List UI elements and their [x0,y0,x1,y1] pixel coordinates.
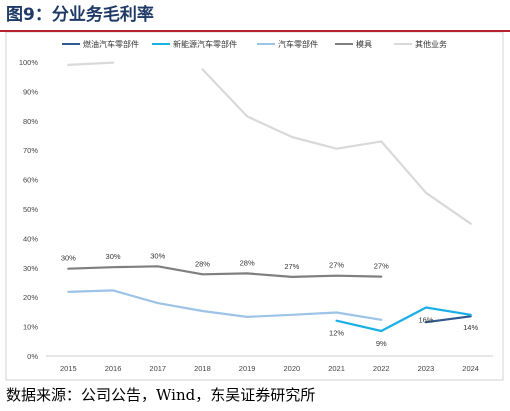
y-tick-label: 50% [23,205,38,214]
x-tick-label: 2017 [149,364,166,373]
series-line [335,306,472,333]
data-label: 28% [195,259,210,268]
data-label: 30% [150,251,165,260]
y-tick-label: 40% [23,234,38,243]
x-tick-label: 2024 [462,364,479,373]
legend-label: 其他业务 [415,39,447,49]
y-tick-label: 30% [23,264,38,273]
series-layer [67,61,472,333]
source-note: 数据来源：公司公告，Wind，东吴证券研究所 [6,386,316,404]
series-line [67,61,115,67]
series-line [67,265,383,278]
legend-label: 燃油汽车零部件 [83,39,139,49]
data-label: 27% [329,261,344,270]
y-tick-label: 70% [23,146,38,155]
axis-layer: 0% 10% 20% 30% 40% 50% 60% 70% 80% 90% 100% 2015 201… [19,58,493,373]
y-tick-label: 100% [19,58,39,67]
data-label: 14% [463,323,478,332]
data-label: 12% [329,329,344,338]
data-label: 9% [376,339,387,348]
y-tick-label: 80% [23,117,38,126]
x-tick-label: 2021 [328,364,345,373]
data-label: 27% [284,262,299,271]
x-tick-label: 2016 [105,364,122,373]
series-line [201,68,472,225]
y-tick-label: 90% [23,87,38,96]
legend-label: 新能源汽车零部件 [173,39,237,49]
data-label: 28% [240,258,255,267]
figure-title: 图9：分业务毛利率 [6,5,154,25]
x-tick-label: 2019 [239,364,256,373]
x-tick-label: 2018 [194,364,211,373]
title-divider [0,30,510,32]
data-label: 27% [374,262,389,271]
legend-label: 模具 [356,39,372,49]
y-tick-label: 0% [27,352,38,361]
data-label: 30% [61,254,76,263]
data-label: 16% [418,315,433,324]
series-line [424,315,472,324]
x-tick-label: 2015 [60,364,77,373]
y-tick-label: 10% [23,323,38,332]
y-tick-label: 60% [23,176,38,185]
x-tick-label: 2020 [284,364,301,373]
data-label: 30% [106,252,121,261]
x-tick-label: 2022 [373,364,390,373]
x-tick-label: 2023 [418,364,435,373]
legend: 燃油汽车零部件 新能源汽车零部件 汽车零部件 模具 其他业务 [62,39,447,49]
y-tick-label: 20% [23,293,38,302]
gross-margin-line-chart: 0% 10% 20% 30% 40% 50% 60% 70% 80% 90% 100% 2015 201… [5,32,504,381]
plot-frame [5,32,504,381]
series-line [67,289,383,321]
data-labels: 30% 30% 30% 28% 28% 27% 27% 27% 12% 9% 16% 14% [61,251,479,348]
legend-label: 汽车零部件 [278,39,318,49]
